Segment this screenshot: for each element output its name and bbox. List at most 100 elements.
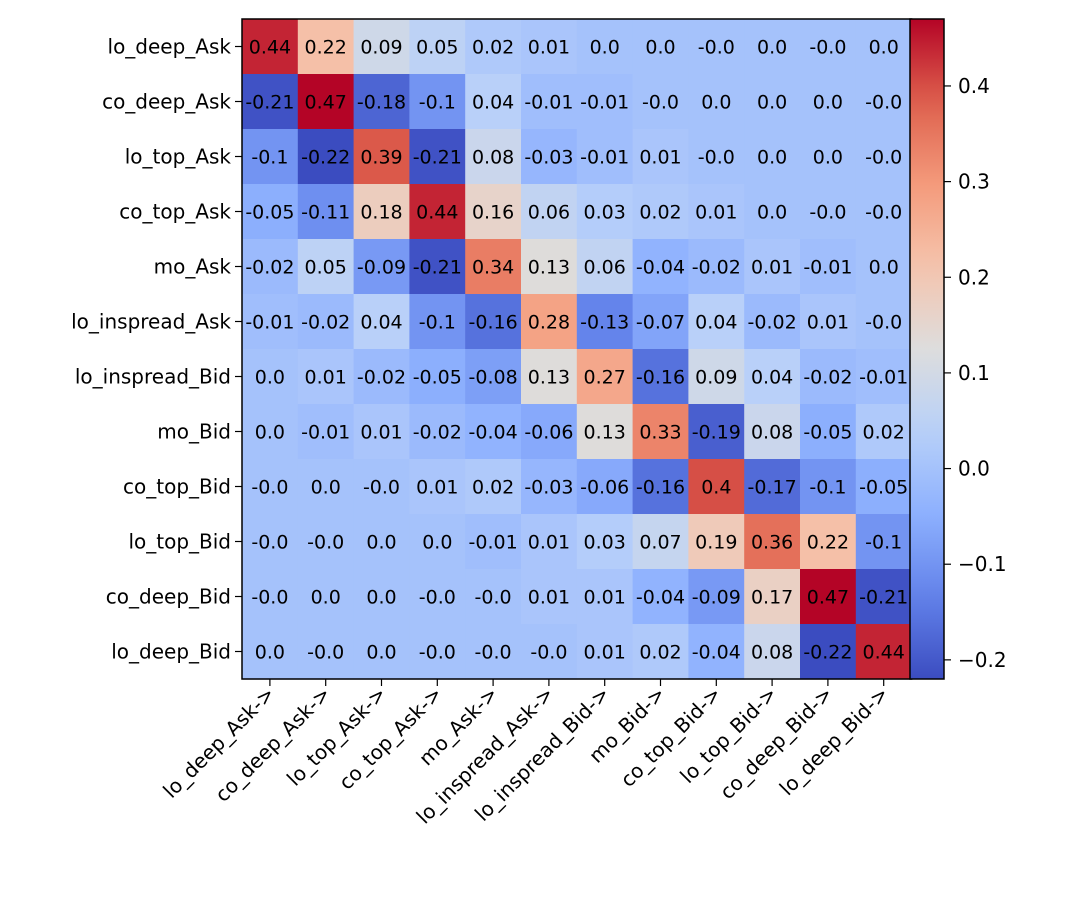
heatmap-cell	[576, 239, 634, 295]
heatmap-cell	[409, 514, 466, 570]
cell-value-label: -0.0	[698, 37, 735, 59]
heatmap-cell	[744, 624, 801, 680]
cell-value-label: 0.4	[701, 477, 731, 499]
heatmap-cell	[409, 624, 466, 680]
heatmap-cell	[353, 349, 410, 405]
heatmap-cell	[800, 184, 857, 240]
heatmap-cell	[521, 239, 578, 295]
cell-value-label: 0.0	[422, 532, 452, 554]
cell-value-label: -0.05	[245, 202, 294, 224]
cell-value-label: 0.13	[528, 257, 570, 279]
colorbar-tick-label: 0.0	[958, 457, 990, 481]
heatmap-cell	[576, 624, 634, 680]
heatmap-cell	[855, 624, 913, 680]
cell-value-label: 0.09	[360, 37, 402, 59]
cell-value-label: -0.0	[475, 642, 512, 664]
cell-value-label: 0.0	[255, 367, 285, 389]
heatmap-cell	[353, 404, 410, 460]
heatmap-cell	[855, 349, 913, 405]
heatmap-cell	[353, 184, 410, 240]
colorbar-tick-label: 0.3	[958, 170, 990, 194]
heatmap-cell	[632, 569, 689, 625]
heatmap-cell	[297, 624, 355, 680]
heatmap-cell	[297, 569, 355, 625]
heatmap-cell	[242, 624, 299, 680]
cell-value-label: 0.02	[639, 202, 681, 224]
heatmap-cell	[688, 74, 745, 130]
cell-value-label: -0.1	[809, 477, 846, 499]
heatmap-cell	[855, 184, 913, 240]
cell-value-label: 0.02	[472, 477, 514, 499]
heatmap-cell	[855, 514, 913, 570]
cell-value-label: -0.0	[419, 642, 456, 664]
heatmap-cells	[242, 19, 913, 680]
cell-value-label: 0.03	[584, 202, 626, 224]
heatmap-cell	[855, 459, 913, 515]
cell-value-label: -0.04	[636, 257, 685, 279]
cell-value-label: 0.39	[360, 147, 402, 169]
heatmap-cell	[465, 294, 522, 350]
cell-value-label: -0.09	[692, 587, 741, 609]
cell-value-label: -0.0	[642, 92, 679, 114]
heatmap-cell	[800, 129, 857, 185]
heatmap-cell	[855, 404, 913, 460]
cell-value-label: 0.04	[360, 312, 402, 334]
cell-value-label: 0.01	[751, 257, 793, 279]
heatmap-cell	[688, 184, 745, 240]
cell-value-label: 0.0	[255, 422, 285, 444]
heatmap-cell	[242, 74, 299, 130]
heatmap-cell	[297, 404, 355, 460]
cell-value-label: -0.03	[524, 147, 573, 169]
cell-value-label: -0.1	[865, 532, 902, 554]
heatmap-cell	[297, 19, 355, 75]
row-label: co_top_Bid	[123, 475, 231, 499]
cell-value-label: 0.06	[584, 257, 626, 279]
heatmap-cell	[242, 404, 299, 460]
heatmap-cell	[855, 129, 913, 185]
heatmap-cell	[409, 294, 466, 350]
heatmap-cell	[688, 349, 745, 405]
cell-value-label: -0.06	[524, 422, 573, 444]
cell-value-label: 0.28	[528, 312, 570, 334]
heatmap-cell	[465, 349, 522, 405]
heatmap-cell	[242, 294, 299, 350]
cell-value-label: -0.0	[475, 587, 512, 609]
cell-value-label: -0.0	[809, 202, 846, 224]
cell-value-label: 0.0	[813, 147, 843, 169]
colorbar-tick-label: −0.2	[958, 648, 1007, 672]
cell-value-label: -0.0	[809, 37, 846, 59]
cell-value-label: 0.0	[757, 92, 787, 114]
heatmap-cell	[242, 349, 299, 405]
heatmap-cell	[855, 294, 913, 350]
heatmap-cell	[688, 459, 745, 515]
heatmap-cell	[353, 294, 410, 350]
heatmap-cell	[576, 74, 634, 130]
heatmap-cell	[409, 404, 466, 460]
cell-value-label: 0.19	[695, 532, 737, 554]
heatmap-cell	[744, 129, 801, 185]
cell-value-label: 0.0	[255, 642, 285, 664]
row-label: mo_Ask	[154, 255, 232, 279]
heatmap-cell	[632, 404, 689, 460]
cell-value-label: 0.04	[751, 367, 793, 389]
heatmap-cell	[576, 514, 634, 570]
cell-value-label: 0.01	[584, 587, 626, 609]
heatmap-cell	[744, 404, 801, 460]
cell-value-label: 0.27	[584, 367, 626, 389]
heatmap-cell	[297, 294, 355, 350]
heatmap-cell	[744, 514, 801, 570]
cell-value-label: -0.0	[307, 642, 344, 664]
cell-value-label: 0.22	[305, 37, 347, 59]
heatmap-cell	[297, 459, 355, 515]
heatmap-cell	[855, 569, 913, 625]
cell-value-label: -0.21	[245, 92, 294, 114]
cell-value-label: -0.01	[469, 532, 518, 554]
column-label: lo_top_Bid->	[675, 682, 781, 788]
heatmap-cell	[576, 349, 634, 405]
cell-value-label: -0.19	[692, 422, 741, 444]
cell-value-label: -0.21	[859, 587, 908, 609]
cell-value-label: 0.01	[584, 642, 626, 664]
heatmap-cell	[800, 624, 857, 680]
cell-value-label: 0.13	[584, 422, 626, 444]
cell-value-label: -0.04	[469, 422, 518, 444]
